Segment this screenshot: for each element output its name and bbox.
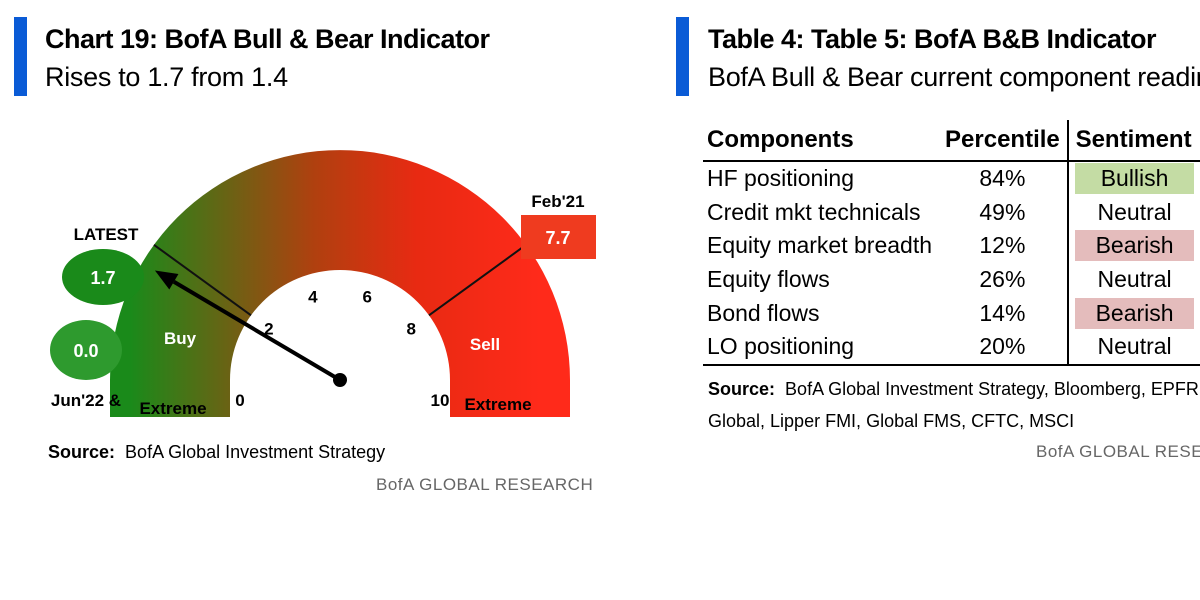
cell-component: LO positioning (703, 329, 940, 366)
gauge-tick-label: 0 (235, 391, 244, 410)
needle-pivot (333, 373, 347, 387)
table-row: Equity market breadth 12% Bearish (703, 229, 1200, 263)
header-percentile: Percentile (939, 120, 1069, 162)
cell-percentile: 84% (979, 165, 1026, 192)
table-title: Table 4: Table 5: BofA B&B Indicator (708, 24, 1157, 54)
cell-sentiment: Neutral (1097, 266, 1172, 293)
gauge-tick-label: 10 (431, 391, 450, 410)
cell-percentile: 14% (979, 299, 1026, 326)
table-source: Source: BofA Global Investment Strategy,… (708, 379, 1199, 400)
cell-sentiment-wrap: Neutral (1067, 329, 1200, 366)
right-accent-bar (676, 17, 689, 96)
table-subtitle: BofA Bull & Bear current component readi… (708, 62, 1200, 92)
gauge-arc (110, 150, 570, 417)
table-row: LO positioning 20% Neutral (703, 329, 1200, 366)
chart-source: Source: BofA Global Investment Strategy (48, 442, 385, 463)
cell-sentiment: Bearish (1075, 297, 1194, 329)
cell-sentiment-wrap: Bullish (1067, 161, 1200, 196)
table-source-line1: BofA Global Investment Strategy, Bloombe… (785, 379, 1199, 399)
cell-sentiment-wrap: Neutral (1067, 195, 1200, 230)
table-row: HF positioning 84% Bullish (703, 161, 1200, 196)
cell-percentile: 26% (979, 266, 1026, 293)
chart-source-label: Source: (48, 442, 116, 462)
needle-arrowhead (154, 270, 179, 290)
chart-title: Chart 19: BofA Bull & Bear Indicator (45, 24, 490, 54)
gauge-needle (172, 280, 342, 382)
chart-source-text: BofA Global Investment Strategy (125, 442, 386, 462)
gauge-tick-label: 4 (308, 287, 318, 306)
cell-sentiment: Neutral (1097, 333, 1172, 360)
callout-feb21-heading: Feb'21 (531, 192, 584, 211)
cell-component: HF positioning (707, 165, 855, 192)
cell-percentile: 20% (939, 329, 1069, 366)
cell-component: Credit mkt technicals (707, 198, 921, 225)
table-brand: BofA GLOBAL RESEARCH (1036, 442, 1200, 461)
left-accent-bar (14, 17, 27, 96)
callout-feb21-value: 7.7 (545, 228, 570, 248)
table-source-continued: Global, Lipper FMI, Global FMS, CFTC, MS… (708, 411, 1075, 431)
cell-percentile: 49% (979, 198, 1026, 225)
cell-sentiment-wrap: Neutral (1067, 262, 1200, 297)
components-table: Components Percentile Sentiment HF posit… (703, 120, 1200, 366)
chart-brand: BofA GLOBAL RESEARCH (376, 475, 594, 494)
callout-previous-value: 0.0 (73, 341, 98, 361)
zone-label-buy: Buy (164, 329, 197, 348)
cell-sentiment-wrap: Bearish (1067, 296, 1200, 330)
gauge-tick-label: 2 (264, 319, 273, 338)
cell-sentiment-wrap: Bearish (1067, 229, 1200, 263)
callout-previous-bubble (50, 320, 122, 380)
callout-previous-heading: Jun'22 & (51, 391, 121, 410)
cell-percentile: 12% (979, 232, 1026, 259)
cell-sentiment: Neutral (1097, 198, 1172, 225)
callout-latest-bubble (62, 249, 144, 305)
end-label-high: Extreme (464, 395, 531, 414)
cell-component: Bond flows (707, 299, 820, 326)
gauge-tick-label: 6 (362, 287, 371, 306)
cell-component: Equity market breadth (707, 232, 933, 259)
header-sentiment: Sentiment (1067, 120, 1200, 162)
table-row: Bond flows 14% Bearish (703, 296, 1200, 330)
callout-feb21-box (521, 215, 596, 259)
end-label-low: Extreme (139, 399, 206, 418)
cell-sentiment: Bullish (1075, 163, 1194, 195)
cell-component: Equity flows (707, 266, 830, 293)
callout-latest-value: 1.7 (90, 268, 115, 288)
gauge-tick-label: 8 (406, 319, 415, 338)
table-source-label: Source: (708, 379, 776, 399)
header-components: Components (703, 120, 940, 162)
buy-threshold-divider (153, 244, 252, 317)
table-row: Equity flows 26% Neutral (703, 262, 1200, 297)
table-header-row: Components Percentile Sentiment (703, 120, 1200, 162)
cell-sentiment: Bearish (1075, 230, 1194, 262)
callout-latest-heading: LATEST (74, 225, 139, 244)
table-row: Credit mkt technicals 49% Neutral (703, 195, 1200, 230)
zone-label-sell: Sell (470, 335, 500, 354)
sell-threshold-divider (428, 244, 527, 317)
chart-subtitle: Rises to 1.7 from 1.4 (45, 62, 288, 92)
